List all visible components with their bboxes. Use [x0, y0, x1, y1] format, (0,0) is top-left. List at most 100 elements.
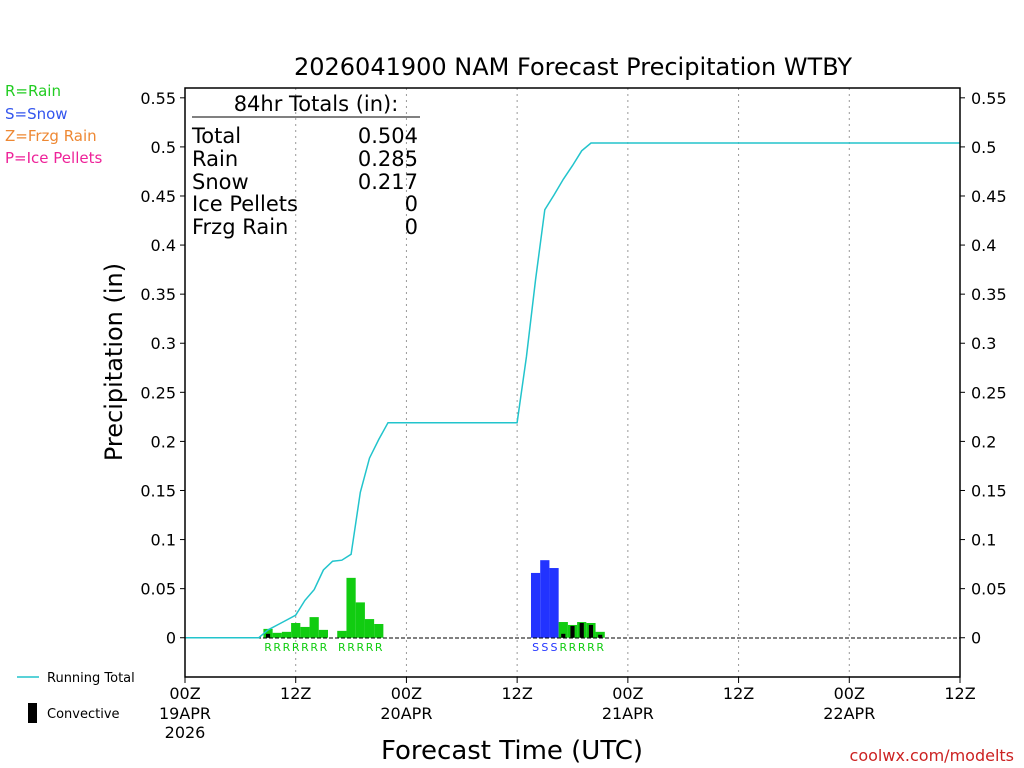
y-tick-label-right: 0.2 — [971, 432, 996, 451]
x-tick-label: 00Z — [391, 684, 422, 703]
x-tick-label: 12Z — [723, 684, 754, 703]
x-tick-label: 00Z — [169, 684, 200, 703]
y-tick-label-left: 0.15 — [140, 481, 176, 500]
precip-type-letter: S — [551, 641, 558, 654]
running-total-line — [185, 142, 960, 639]
chart-title: 2026041900 NAM Forecast Precipitation WT… — [294, 53, 852, 81]
precip-bar — [540, 560, 550, 638]
x-tick-label: 00Z — [834, 684, 865, 703]
y-tick-label-right: 0.05 — [971, 580, 1007, 599]
y-tick-label-left: 0.2 — [151, 432, 176, 451]
x-tick-label: 12Z — [501, 684, 532, 703]
convective-bar — [265, 633, 271, 638]
plot-frame — [184, 87, 961, 678]
totals-box: 84hr Totals (in): Total 0.504 Rain 0.285… — [191, 92, 420, 239]
y-tick-label-right: 0.3 — [971, 334, 996, 353]
precip-bar — [272, 632, 282, 638]
precip-type-letter: R — [320, 641, 328, 654]
precip-type-letter: R — [356, 641, 364, 654]
precip-bar — [291, 623, 301, 638]
convective-bar — [588, 624, 594, 638]
convective-bar — [598, 634, 603, 638]
y-tick-label-left: 0.45 — [140, 187, 176, 206]
y-tick-label-right: 0.4 — [971, 236, 996, 255]
precip-type-letter: R — [587, 641, 595, 654]
x-tick-label: 12Z — [944, 684, 975, 703]
precip-type-letter: R — [301, 641, 309, 654]
precip-type-letter: R — [273, 641, 281, 654]
y-tick-label-right: 0.55 — [971, 89, 1007, 108]
precip-bar — [374, 623, 384, 638]
y-tick-label-left: 0.25 — [140, 383, 176, 402]
y-tick-label-left: 0.3 — [151, 334, 176, 353]
convective-bar — [561, 633, 566, 638]
precip-type-letter: R — [292, 641, 300, 654]
convective-bar — [579, 623, 584, 638]
y-tick-label-left: 0.55 — [140, 89, 176, 108]
precip-bar — [364, 619, 375, 638]
precip-type-letter: R — [559, 641, 567, 654]
grid-lines — [295, 88, 850, 677]
y-tick-label-right: 0.45 — [971, 187, 1007, 206]
legend-ice-pellets: P=Ice Pellets — [5, 149, 102, 167]
precip-type-letter: R — [375, 641, 383, 654]
precip-type-letter: R — [569, 641, 577, 654]
x-tick-date: 19APR — [159, 704, 211, 723]
precip-type-letter: R — [366, 641, 374, 654]
y-tick-label-right: 0.15 — [971, 481, 1007, 500]
legend-frzg-rain: Z=Frzg Rain — [5, 127, 97, 145]
precip-type-letter: R — [283, 641, 291, 654]
y-tick-label-left: 0.5 — [151, 138, 176, 157]
totals-rain-label: Rain — [192, 147, 238, 171]
precip-bar — [300, 626, 310, 638]
y-tick-label-right: 0.5 — [971, 138, 996, 157]
totals-total-label: Total — [191, 124, 241, 148]
running-total-label: Running Total — [47, 671, 135, 686]
totals-snow-value: 0.217 — [358, 170, 418, 194]
precip-bar — [355, 602, 365, 638]
legend-snow: S=Snow — [5, 105, 68, 123]
x-tick-label: 00Z — [612, 684, 643, 703]
precip-bar — [281, 631, 292, 638]
precip-type-letter: R — [310, 641, 318, 654]
precip-type-letter: R — [338, 641, 346, 654]
precip-type-letter: R — [347, 641, 355, 654]
legend-rain: R=Rain — [5, 82, 61, 100]
precip-bar — [337, 630, 347, 638]
precip-type-letter: R — [264, 641, 272, 654]
x-tick-year: 2026 — [165, 723, 206, 742]
type-legend: R=Rain S=Snow Z=Frzg Rain P=Ice Pellets — [5, 82, 102, 167]
x-tick-label: 12Z — [280, 684, 311, 703]
y-tick-label-left: 0.4 — [151, 236, 176, 255]
totals-total-value: 0.504 — [358, 124, 418, 148]
y-tick-label-left: 0.05 — [140, 580, 176, 599]
y-tick-label-right: 0 — [971, 629, 981, 648]
totals-ice-pellets-label: Ice Pellets — [192, 192, 298, 216]
precip-bar — [263, 628, 273, 638]
line-legend: Running Total Convective — [17, 671, 135, 723]
credit-text: coolwx.com/modelts — [850, 746, 1014, 765]
precip-bar — [558, 622, 568, 638]
precip-type-letter: R — [578, 641, 586, 654]
x-tick-date: 21APR — [602, 704, 654, 723]
totals-header: 84hr Totals (in): — [234, 92, 399, 116]
precip-bar — [309, 617, 319, 638]
precip-bars — [263, 560, 605, 638]
y-tick-label-right: 0.1 — [971, 531, 996, 550]
y-tick-label-left: 0 — [166, 629, 176, 648]
x-tick-date: 22APR — [823, 704, 875, 723]
y-tick-label-left: 0.35 — [140, 285, 176, 304]
precip-type-letter: S — [532, 641, 539, 654]
totals-ice-pellets-value: 0 — [405, 192, 418, 216]
precip-bar — [549, 568, 559, 638]
y-axis-label: Precipitation (in) — [100, 263, 128, 461]
axis-ticks: 0 00.05 0.050.1 0.10.15 0.150.2 0.20.25 0.250.… — [140, 89, 1006, 742]
y-tick-label-right: 0.35 — [971, 285, 1007, 304]
y-tick-label-right: 0.25 — [971, 383, 1007, 402]
totals-frzg-rain-value: 0 — [405, 215, 418, 239]
precip-bar — [346, 577, 356, 638]
totals-snow-label: Snow — [192, 170, 249, 194]
totals-rain-value: 0.285 — [358, 147, 418, 171]
x-axis-label: Forecast Time (UTC) — [381, 736, 643, 766]
